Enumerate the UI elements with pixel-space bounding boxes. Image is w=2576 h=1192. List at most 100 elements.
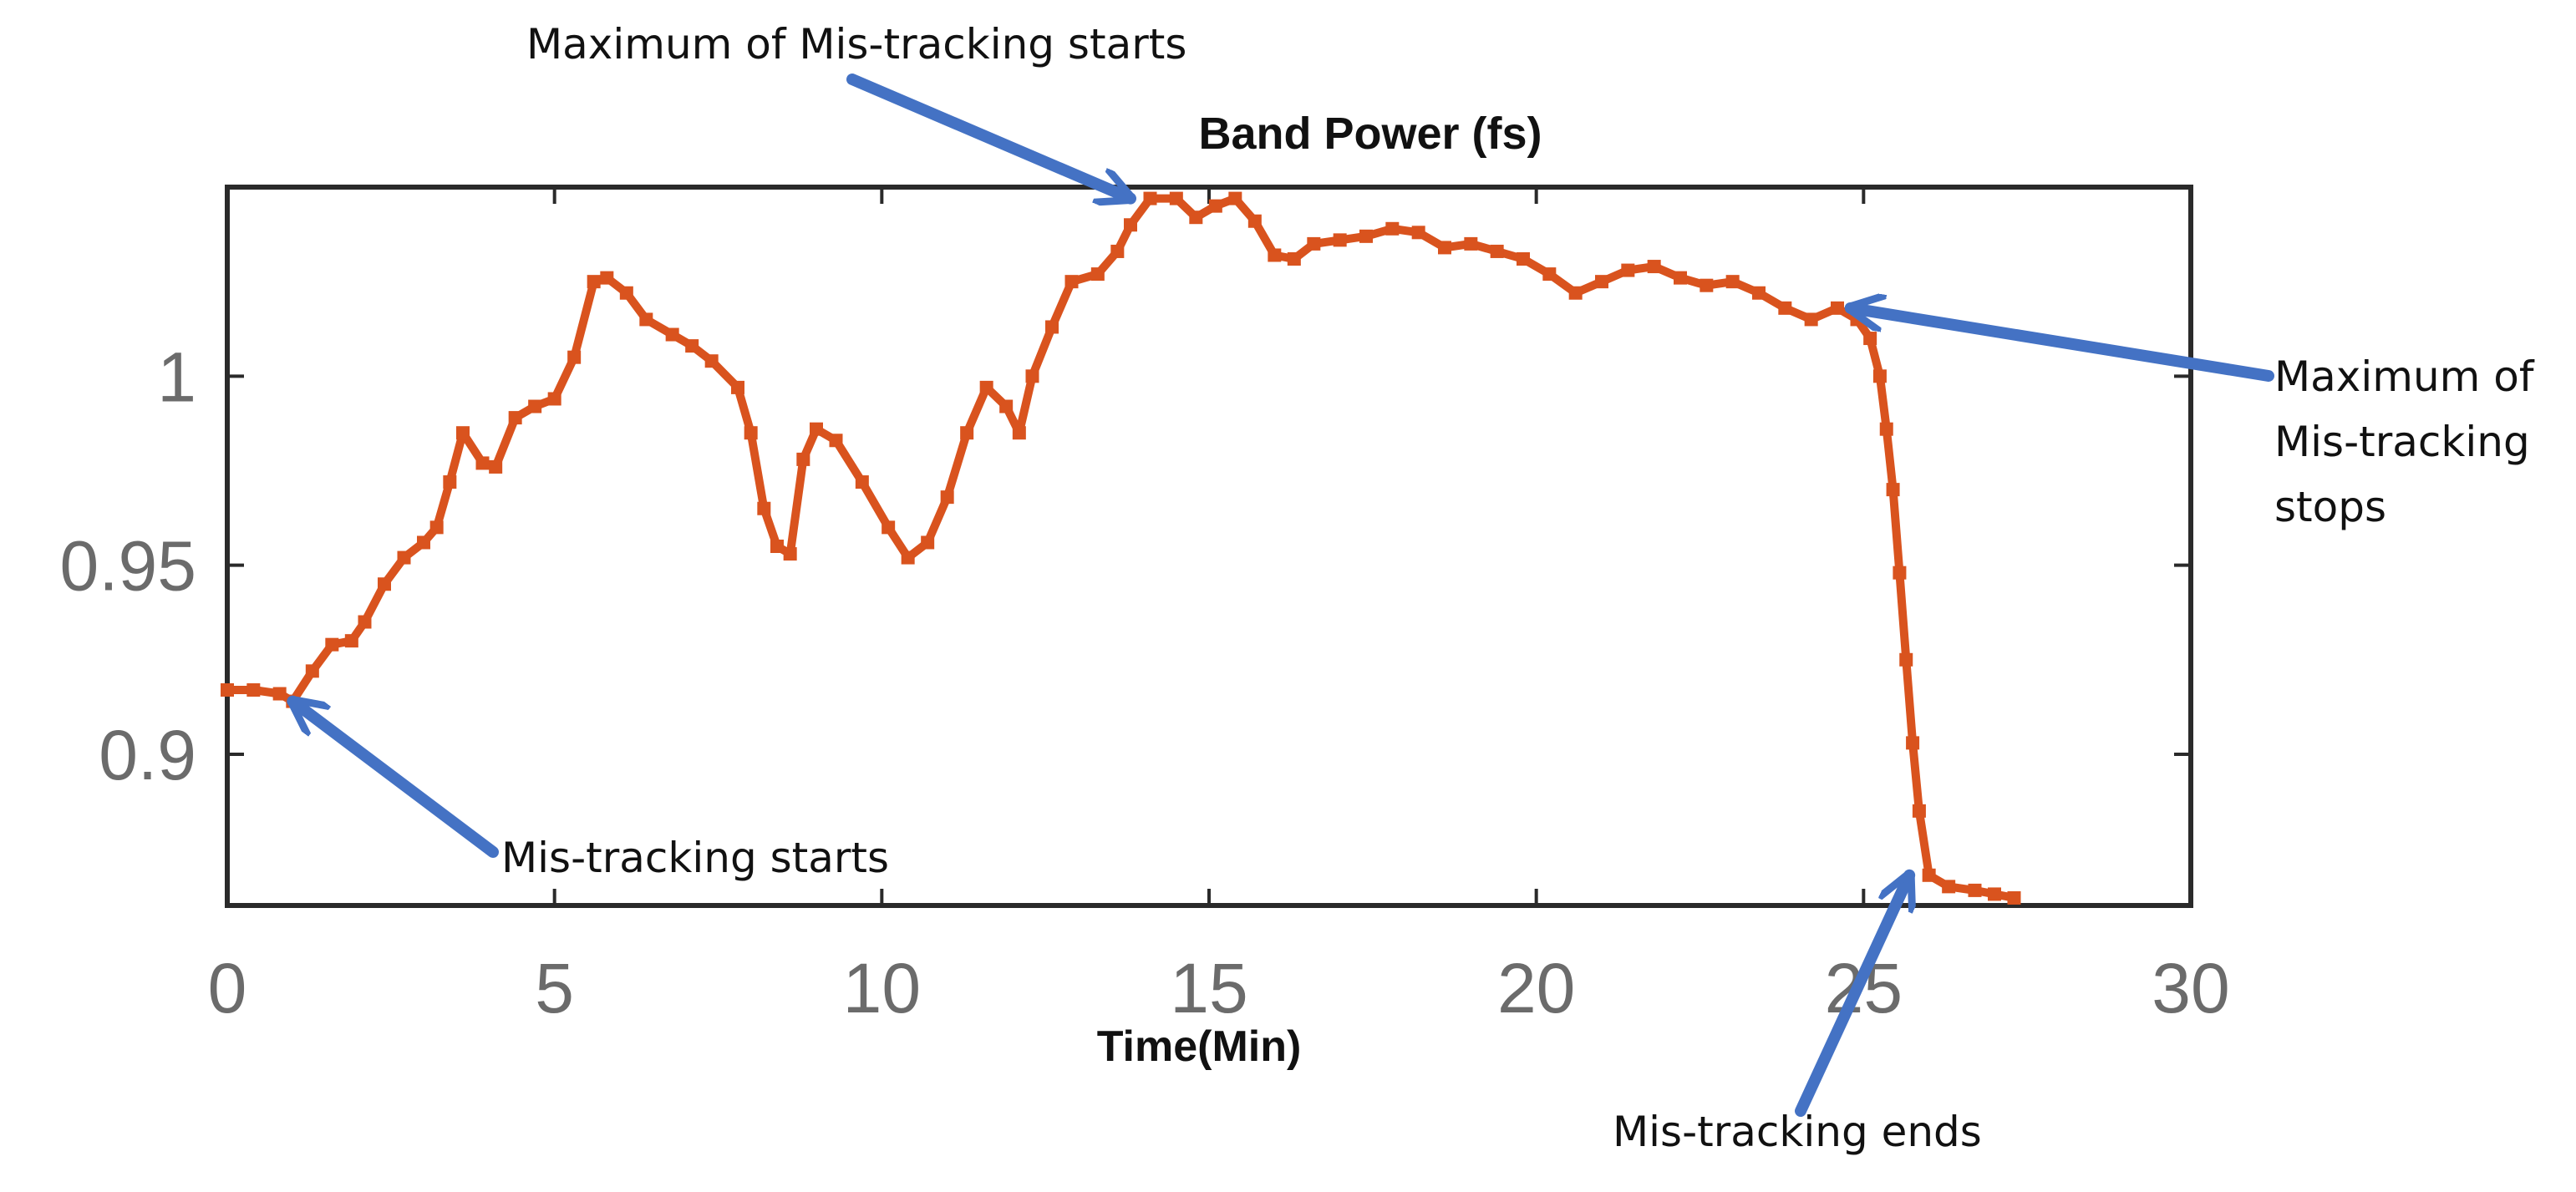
- data-point: [587, 275, 601, 289]
- data-point: [1879, 422, 1893, 436]
- data-point: [2007, 890, 2021, 905]
- annotation-text: Maximum of: [2274, 353, 2535, 401]
- data-point: [1464, 236, 1478, 251]
- x-axis-label: Time(Min): [1097, 1022, 1302, 1071]
- data-point: [1045, 320, 1059, 334]
- data-point: [489, 459, 503, 474]
- data-point: [600, 271, 614, 285]
- data-point: [378, 577, 391, 591]
- data-point: [1542, 267, 1557, 282]
- x-tick-label: 15: [1170, 949, 1247, 1027]
- data-point: [397, 550, 411, 565]
- data-point: [731, 380, 744, 394]
- data-point: [855, 475, 869, 489]
- data-point: [456, 426, 470, 440]
- data-point: [1143, 191, 1157, 205]
- axis-ticks: [226, 187, 2192, 905]
- data-point: [810, 422, 823, 436]
- data-point: [1863, 332, 1877, 346]
- data-point: [783, 547, 797, 561]
- data-point: [417, 535, 430, 550]
- annotation-text: Mis-tracking starts: [501, 834, 889, 882]
- data-point: [1287, 252, 1301, 266]
- data-point: [685, 339, 699, 353]
- x-tick-label: 10: [843, 949, 921, 1027]
- data-point: [1090, 267, 1105, 282]
- data-point: [1906, 736, 1920, 750]
- data-point: [1725, 275, 1740, 289]
- data-point: [921, 535, 935, 550]
- data-point: [1899, 652, 1913, 667]
- data-point: [1110, 244, 1125, 258]
- data-point: [770, 540, 784, 553]
- data-point: [1012, 426, 1026, 440]
- data-point: [1411, 226, 1425, 240]
- data-point: [1674, 271, 1687, 285]
- data-point: [1359, 229, 1373, 243]
- data-point: [704, 354, 719, 368]
- annotation-arrow: [292, 702, 499, 858]
- data-point: [757, 501, 771, 515]
- data-point: [1872, 369, 1887, 383]
- data-point: [1568, 286, 1583, 300]
- data-point: [528, 399, 542, 413]
- data-point: [1968, 883, 1982, 897]
- data-point: [325, 637, 339, 652]
- x-tick-label: 5: [535, 949, 574, 1027]
- data-point: [901, 550, 915, 565]
- annotations: Maximum of Mis-tracking starts Maximum of…: [292, 20, 2535, 1156]
- annotation-arrow: [1851, 308, 2274, 382]
- data-point: [1778, 301, 1792, 315]
- data-point: [1385, 221, 1400, 236]
- data-point: [619, 286, 633, 300]
- data-point: [1893, 566, 1907, 580]
- data-point: [1595, 275, 1608, 289]
- data-point: [1912, 804, 1926, 818]
- y-tick-label: 0.95: [60, 527, 197, 606]
- data-point: [882, 520, 896, 535]
- annotation-text: Maximum of Mis-tracking starts: [526, 20, 1186, 68]
- x-tick-label: 30: [2152, 949, 2229, 1027]
- data-point: [1752, 286, 1766, 300]
- data-point: [246, 683, 261, 697]
- data-point: [344, 634, 358, 648]
- data-point: [829, 434, 843, 448]
- annotation-text: stops: [2274, 483, 2386, 531]
- data-point: [1922, 868, 1936, 882]
- data-point: [1438, 241, 1451, 255]
- data-point: [1700, 278, 1714, 292]
- data-point: [547, 392, 561, 406]
- data-point: [940, 490, 954, 505]
- y-tick-label: 1: [157, 337, 196, 416]
- data-point: [1647, 260, 1661, 274]
- annotation-arrow: [846, 74, 1130, 199]
- data-point: [665, 327, 679, 342]
- data-point: [1942, 880, 1956, 894]
- data-point: [305, 664, 319, 678]
- y-tick-labels: 0.9 0.95 1: [60, 337, 197, 794]
- data-point: [272, 687, 287, 701]
- data-point: [1228, 191, 1242, 205]
- chart-title: Band Power (fs): [1198, 109, 1542, 159]
- data-point: [979, 380, 993, 394]
- data-point: [221, 683, 234, 697]
- x-tick-labels: 051015202530: [208, 949, 2230, 1027]
- x-tick-label: 0: [208, 949, 247, 1027]
- data-point: [639, 312, 653, 327]
- data-point: [1169, 191, 1183, 205]
- data-point: [744, 426, 758, 440]
- annotation-arrow: [1795, 875, 1909, 1117]
- data-point: [999, 399, 1014, 413]
- data-point: [1886, 483, 1900, 497]
- data-point: [443, 475, 457, 489]
- data-points: [221, 191, 2021, 905]
- data-point: [1025, 369, 1039, 383]
- data-point: [1517, 252, 1530, 266]
- annotation-text: Mis-tracking ends: [1613, 1108, 1982, 1156]
- data-point: [1064, 275, 1079, 289]
- data-point: [1307, 236, 1321, 251]
- data-point: [1189, 211, 1203, 225]
- data-point: [796, 452, 810, 466]
- data-point: [567, 350, 582, 364]
